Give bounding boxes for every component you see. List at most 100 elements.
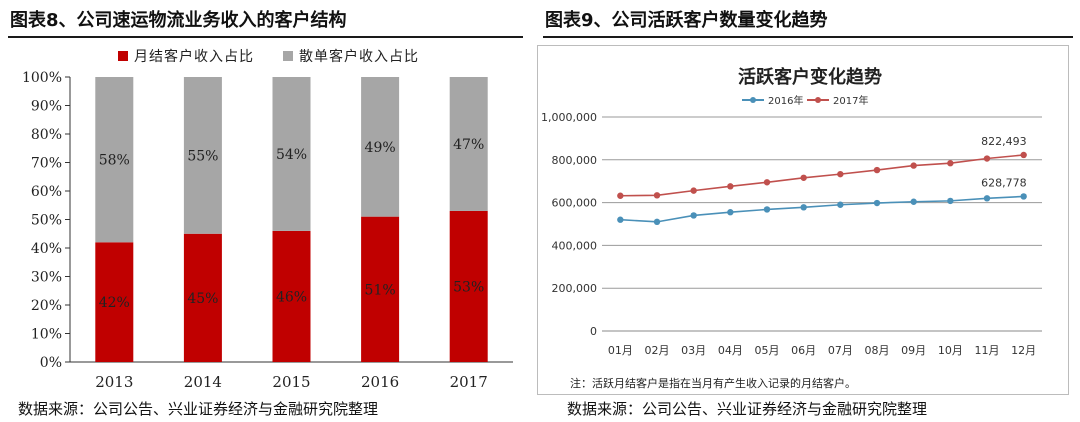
x-tick-label: 05月 — [755, 344, 780, 357]
series-2-point — [1020, 151, 1027, 159]
x-tick-label: 10月 — [938, 344, 963, 357]
single-share-bar — [449, 77, 488, 211]
series-1-point — [947, 197, 954, 205]
monthly-share-data-label: 46% — [276, 289, 307, 305]
right-figure-title: 图表9、公司活跃客户数量变化趋势 — [545, 10, 828, 31]
chart-footnote: 注：活跃月结客户是指在当月有产生收入记录的月结客户。 — [570, 376, 856, 390]
y-tick-label: 10% — [31, 327, 62, 343]
x-tick-label: 2015 — [272, 373, 310, 391]
monthly-share-bar — [95, 242, 134, 362]
single-share-data-label: 47% — [453, 137, 484, 153]
x-tick-label: 06月 — [791, 344, 816, 357]
series-1-point — [653, 218, 661, 226]
legend-marker-1 — [750, 97, 756, 103]
x-tick-label: 07月 — [828, 344, 853, 357]
y-tick-label: 80% — [31, 127, 62, 143]
monthly-share-data-label: 45% — [187, 291, 218, 307]
y-tick-label: 40% — [31, 241, 62, 257]
series-1-point — [690, 212, 697, 219]
customer-structure-stacked-bar-chart: 月结客户收入占比 散单客户收入占比 0% 10% 20% 30% 40% 50% 60% 70% 8… — [22, 48, 513, 391]
series-2-point — [653, 192, 661, 199]
series-1-point — [763, 206, 771, 213]
y-tick-label: 600,000 — [552, 197, 598, 210]
single-share-bar — [272, 77, 311, 231]
legend-label-1: 月结客户收入占比 — [134, 48, 254, 65]
monthly-share-data-label: 42% — [99, 295, 130, 311]
monthly-share-data-label: 51% — [365, 282, 396, 298]
single-share-data-label: 54% — [276, 147, 307, 163]
right-title-rule — [543, 36, 1073, 38]
legend-swatch-2 — [283, 51, 293, 61]
series-2-point — [617, 192, 624, 199]
annotation-2017-end: 822,493 — [981, 135, 1027, 148]
x-tick-label: 08月 — [865, 344, 890, 357]
monthly-share-bar — [449, 210, 488, 362]
annotation-2016-end: 628,778 — [981, 176, 1027, 189]
single-share-data-label: 55% — [187, 148, 218, 164]
series-2-point — [837, 170, 844, 178]
y-tick-label: 1,000,000 — [541, 111, 597, 124]
series-1-point — [617, 216, 624, 223]
legend-marker-2 — [815, 97, 821, 103]
left-figure-title: 图表8、公司速运物流业务收入的客户结构 — [10, 10, 347, 31]
y-tick-label: 50% — [31, 213, 62, 229]
x-tick-label: 11月 — [975, 344, 1000, 357]
x-tick-label: 09月 — [901, 344, 926, 357]
series-line-2 — [620, 154, 1024, 197]
x-tick-label: 02月 — [645, 344, 670, 357]
x-tick-label: 03月 — [681, 344, 706, 357]
monthly-share-bar — [183, 233, 222, 362]
monthly-share-data-label: 53% — [453, 279, 484, 295]
legend-label-1: 2016年 — [768, 94, 803, 107]
x-tick-label: 2014 — [184, 373, 222, 391]
series-2-point — [763, 179, 771, 186]
series-2-point — [800, 174, 807, 181]
y-tick-label: 800,000 — [552, 154, 598, 167]
series-1-point — [837, 201, 844, 208]
y-tick-label: 90% — [31, 99, 62, 115]
left-source-note: 数据来源：公司公告、兴业证券经济与金融研究院整理 — [18, 400, 379, 418]
y-tick-label: 30% — [31, 270, 62, 286]
legend-swatch-1 — [118, 51, 128, 61]
single-share-bar — [183, 77, 222, 234]
single-share-bar — [361, 77, 400, 217]
single-share-bar — [95, 77, 134, 243]
single-share-data-label: 58% — [99, 153, 130, 169]
y-tick-label: 200,000 — [552, 282, 598, 295]
legend-label-2: 散单客户收入占比 — [299, 48, 419, 65]
series-2-point — [983, 155, 991, 162]
y-tick-label: 100% — [22, 70, 62, 86]
y-tick-label: 0 — [590, 325, 597, 338]
series-1-point — [910, 198, 917, 205]
y-tick-label: 400,000 — [552, 239, 598, 252]
x-tick-label: 12月 — [1011, 344, 1036, 357]
series-2-point — [910, 162, 917, 169]
y-tick-label: 60% — [31, 184, 62, 200]
left-title-rule — [8, 36, 523, 38]
monthly-share-bar — [272, 230, 311, 362]
right-source-note: 数据来源：公司公告、兴业证券经济与金融研究院整理 — [567, 400, 928, 418]
y-tick-label: 0% — [40, 355, 62, 371]
x-tick-label: 04月 — [718, 344, 743, 357]
series-line-1 — [620, 195, 1024, 223]
series-1-point — [1020, 193, 1027, 200]
series-1-point — [800, 204, 807, 211]
y-tick-label: 20% — [31, 298, 62, 314]
x-tick-label: 2017 — [450, 373, 488, 391]
x-tick-label: 2016 — [361, 373, 399, 391]
series-2-point — [873, 166, 881, 174]
line-chart-title: 活跃客户变化趋势 — [738, 66, 882, 88]
x-tick-label: 01月 — [608, 344, 633, 357]
single-share-data-label: 49% — [365, 140, 396, 156]
series-2-point — [690, 187, 697, 194]
series-1-point — [983, 195, 991, 202]
y-tick-label: 70% — [31, 156, 62, 172]
active-customer-line-chart: 活跃客户变化趋势 2016年 2017年 0 200,000 400,000 600,000… — [541, 66, 1042, 390]
monthly-share-bar — [361, 216, 400, 362]
legend-label-2: 2017年 — [833, 94, 868, 107]
series-2-point — [727, 183, 734, 190]
series-1-point — [727, 209, 734, 216]
series-2-point — [947, 160, 954, 167]
x-tick-label: 2013 — [95, 373, 133, 391]
series-1-point — [873, 199, 881, 207]
